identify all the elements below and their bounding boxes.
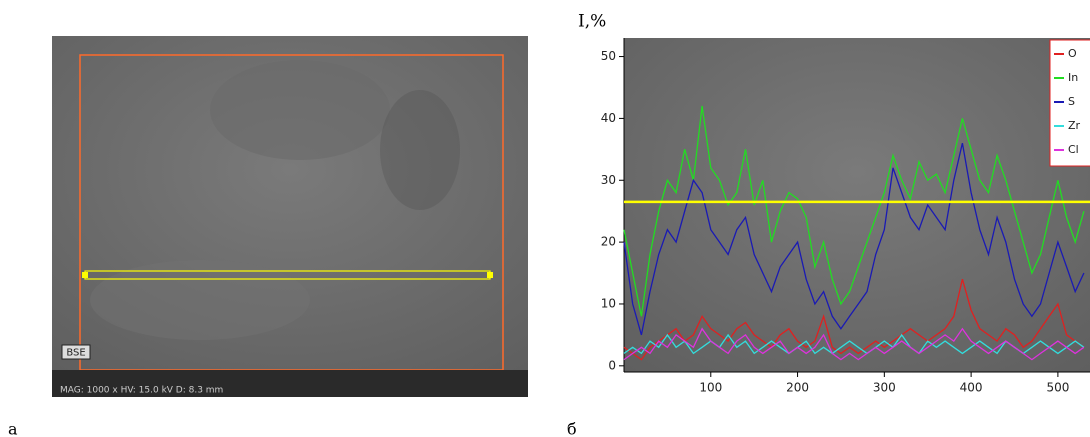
series-line [623,279,1085,361]
info-bar [52,370,528,397]
legend-label: Zr [1068,119,1081,132]
y-tick-label: 30 [601,173,616,187]
x-tick-label: 300 [873,381,896,395]
info-text: MAG: 1000 x HV: 15.0 kV D: 8.3 mm [60,386,223,396]
x-tick-label: 400 [960,381,983,395]
scan-handle [487,272,493,278]
legend-label: Cl [1068,143,1079,156]
x-tick-label: 200 [786,381,809,395]
y-tick-label: 20 [601,235,616,249]
x-tick-label: 500 [1046,381,1069,395]
texture [210,60,390,160]
panel-label: а [8,420,18,437]
badge-box [61,344,91,360]
y-tick-label: 40 [601,111,616,125]
panel-label: б [567,420,577,437]
legend-label: O [1068,47,1077,60]
y-tick-label: 0 [608,358,616,372]
badge: BSE [66,348,85,359]
texture [380,90,460,210]
y-tick-label: 10 [601,296,616,310]
series-line [623,105,1085,317]
y-axis-label: I,% [578,12,606,32]
x-tick-label: 100 [699,381,722,395]
scan-handle [82,272,88,278]
plot-area [624,38,1090,372]
series-line [623,142,1085,336]
legend-label: S [1068,95,1075,108]
legend-label: In [1068,71,1078,84]
y-tick-label: 50 [601,49,616,63]
texture [90,260,310,340]
series-line [623,327,1085,361]
